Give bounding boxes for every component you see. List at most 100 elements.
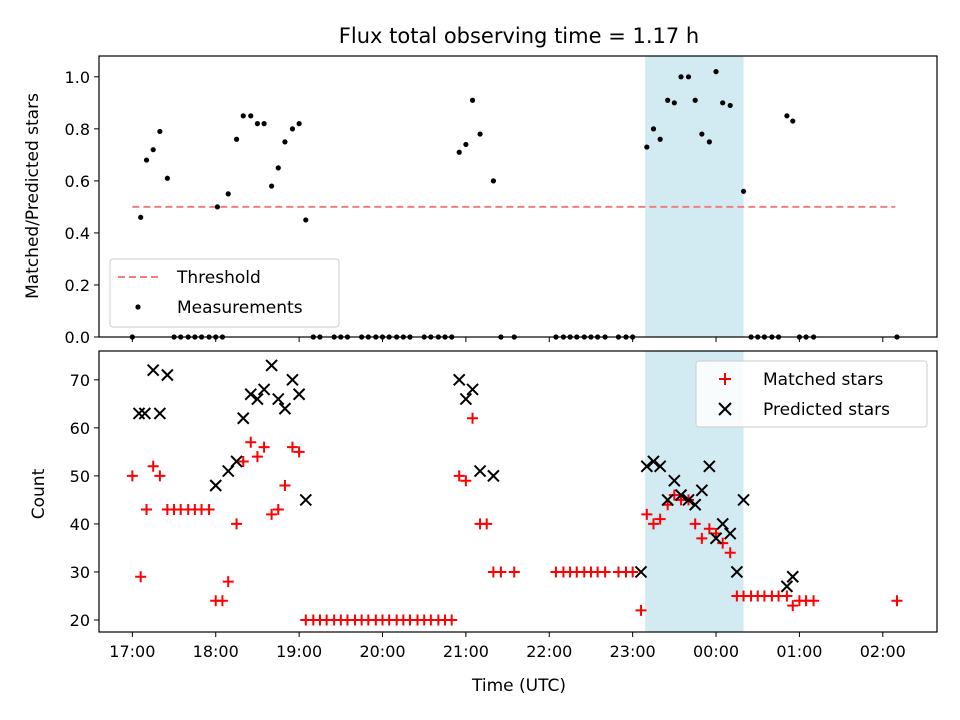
matched-star-point (272, 504, 284, 516)
measurement-point (706, 139, 712, 145)
bottom-plot-frame (98, 350, 938, 633)
measurement-point (261, 121, 267, 127)
matched-star-point (808, 595, 820, 607)
measurement-point (665, 97, 671, 103)
matched-star-point (599, 566, 611, 578)
measurement-point (275, 165, 281, 171)
measurement-point (456, 149, 462, 155)
measurement-point (150, 147, 156, 153)
predicted-star-point (716, 517, 729, 531)
matched-star-point (724, 547, 736, 559)
predicted-star-point (453, 373, 466, 387)
bottom-legend: Matched stars Predicted stars (695, 360, 928, 428)
x-tick-label: 02:00 (860, 642, 906, 661)
predicted-star-point (230, 455, 243, 468)
matched-star-point (635, 604, 647, 616)
measurement-point (240, 113, 246, 119)
predicted-star-point (634, 565, 648, 579)
predicted-star-point (251, 392, 264, 406)
matched-star-point (216, 595, 228, 607)
measurement-point (790, 118, 796, 124)
matched-star-point (251, 451, 263, 463)
matched-star-point (696, 532, 708, 544)
matched-star-point (258, 441, 270, 453)
predicted-star-point (647, 455, 660, 468)
measurement-point (269, 183, 275, 189)
legend-matched-swatch (719, 373, 731, 385)
predicted-star-point (737, 493, 750, 507)
predicted-star-point (153, 407, 167, 420)
top-plot-frame (98, 55, 938, 338)
measurement-point (699, 131, 705, 137)
matched-star-point (141, 504, 153, 516)
matched-star-point (293, 446, 305, 458)
x-axis-label: Time (UTC) (471, 676, 566, 696)
predicted-star-point (138, 407, 152, 420)
predicted-star-point (709, 532, 723, 545)
measurement-point (214, 204, 221, 210)
predicted-star-point (299, 493, 312, 507)
measurement-point (248, 113, 254, 119)
matched-star-point (703, 523, 715, 535)
legend-predicted-label: Predicted stars (763, 400, 890, 420)
matched-star-point (717, 537, 729, 549)
matched-star-point (627, 566, 639, 578)
x-tick-label: 22:00 (526, 642, 572, 661)
x-tick-label: 19:00 (276, 642, 322, 661)
y-tick-label: 60 (70, 419, 90, 438)
matched-star-point (147, 460, 159, 472)
measurement-point (713, 69, 719, 75)
predicted-star-point (780, 580, 794, 593)
matched-star-point (654, 513, 666, 525)
matched-star-point (891, 595, 903, 607)
matched-star-point (126, 470, 138, 482)
bottom-panel: 17:00 18:00 19:00 20:00 21:00 22:00 23:00 00:00… (29, 350, 938, 696)
predicted-star-point (265, 359, 278, 372)
matched-star-point (222, 576, 234, 588)
matched-star-point (781, 590, 793, 602)
predicted-star-point (257, 383, 271, 396)
matched-star-point (286, 441, 298, 453)
y-tick-label: 40 (70, 515, 90, 534)
predicted-star-point (682, 493, 695, 507)
y-tick-label: 50 (70, 467, 90, 486)
measurement-point (143, 157, 150, 163)
measurement-point (692, 97, 698, 103)
measurement-point (164, 175, 170, 181)
legend-predicted-swatch (718, 402, 732, 416)
measurement-point (282, 139, 288, 145)
measurement-point (678, 74, 684, 80)
predicted-star-point (286, 373, 299, 387)
matched-star-point (787, 600, 799, 612)
predicted-star-point (237, 412, 250, 425)
matched-star-point (231, 518, 243, 530)
measurement-point (233, 136, 240, 142)
matched-star-point (647, 518, 659, 530)
y-tick-label: 70 (70, 371, 90, 390)
top-legend-box (109, 258, 340, 328)
matched-star-point (689, 518, 701, 530)
predicted-star-point (146, 364, 160, 377)
measurement-point (740, 188, 747, 194)
predicted-star-point (209, 479, 222, 492)
legend-measurements-swatch (135, 304, 141, 310)
matched-star-point (481, 518, 493, 530)
measurement-point (225, 191, 231, 197)
measurement-point (289, 126, 296, 132)
x-tick-label: 18:00 (193, 642, 239, 661)
y-tick-label: 0.0 (65, 328, 90, 347)
measurement-point (296, 121, 302, 127)
matched-star-point (641, 508, 653, 520)
x-tick-label: 00:00 (693, 642, 739, 661)
predicted-star-point (161, 368, 174, 382)
measurement-point (477, 131, 483, 137)
predicted-star-point (487, 469, 500, 483)
x-tick-label: 23:00 (610, 642, 656, 661)
x-tick-label: 21:00 (443, 642, 489, 661)
top-panel: Flux total observing time = 1.17 h 0.00.… (23, 24, 938, 347)
matched-star-point (453, 470, 465, 482)
measurement-point (727, 102, 733, 109)
matched-star-point (495, 566, 507, 578)
predicted-star-point (292, 388, 306, 401)
